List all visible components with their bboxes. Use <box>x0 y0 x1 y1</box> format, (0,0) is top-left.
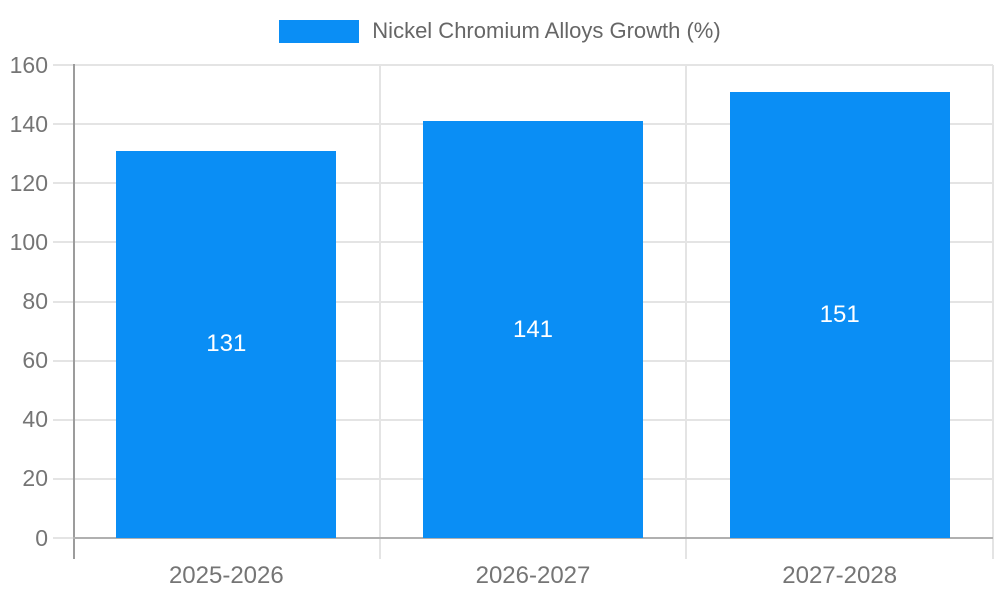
y-tick-label: 0 <box>35 524 48 551</box>
x-tick-label: 2025-2026 <box>168 562 284 589</box>
bar[interactable] <box>423 121 643 538</box>
gridline-horizontal <box>53 64 993 66</box>
gridline-vertical <box>685 65 688 559</box>
y-tick-label: 120 <box>9 169 48 196</box>
bar[interactable] <box>729 91 950 538</box>
legend-label: Nickel Chromium Alloys Growth (%) <box>372 18 721 43</box>
gridline-vertical <box>992 65 994 559</box>
y-tick-label: 80 <box>22 288 48 314</box>
plot-area: 131 141 151 <box>53 64 994 559</box>
x-tick-label: 2026-2027 <box>475 562 591 589</box>
y-tick-label: 20 <box>22 465 48 492</box>
y-tick-label: 100 <box>9 228 48 255</box>
legend-swatch <box>279 19 360 43</box>
y-tick-label: 160 <box>9 51 48 78</box>
bar-value-label: 131 <box>206 330 247 358</box>
y-tick-label: 140 <box>9 110 48 137</box>
y-axis-line <box>73 64 75 559</box>
gridline-vertical <box>378 65 381 559</box>
legend: Nickel Chromium Alloys Growth (%) <box>0 18 1000 44</box>
x-tick-label: 2027-2028 <box>782 562 898 589</box>
bar[interactable] <box>116 150 337 538</box>
y-tick-label: 60 <box>22 347 48 374</box>
x-axis-line <box>73 537 993 539</box>
bar-value-label: 151 <box>819 300 860 328</box>
y-tick-label: 40 <box>22 406 48 433</box>
bar-value-label: 141 <box>512 315 554 343</box>
